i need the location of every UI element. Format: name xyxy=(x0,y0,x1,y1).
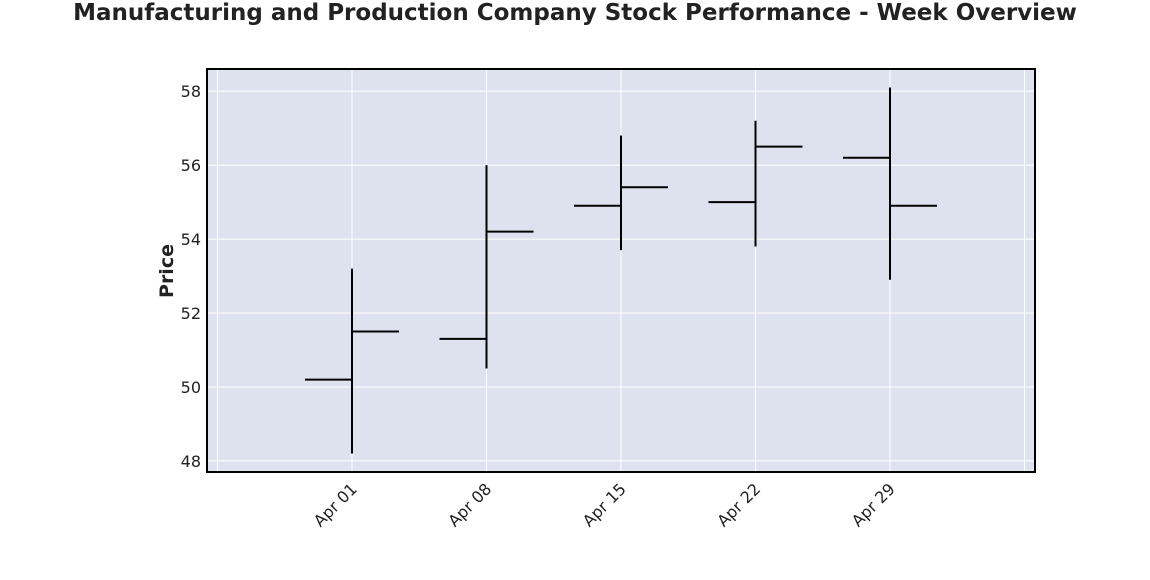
ohlc-bar xyxy=(843,87,937,280)
grid-lines xyxy=(207,69,1035,472)
ohlc-bar xyxy=(439,165,534,369)
ohlc-bar xyxy=(708,120,803,247)
x-tick-label: Apr 22 xyxy=(713,479,764,530)
chart-title: Manufacturing and Production Company Sto… xyxy=(73,0,1077,26)
ohlc-bar xyxy=(574,135,668,251)
x-axis-ticks: Apr 01 Apr 08 Apr 15 Apr 22 Apr 29 xyxy=(310,479,899,530)
y-tick-label: 48 xyxy=(181,452,201,471)
x-tick-label: Apr 29 xyxy=(848,479,899,530)
y-axis-label: Price xyxy=(156,244,178,298)
y-axis-ticks: 48 50 52 54 56 58 xyxy=(181,82,201,471)
ohlc-bars xyxy=(305,87,937,454)
x-tick-label: Apr 08 xyxy=(444,479,495,530)
y-tick-label: 56 xyxy=(181,156,201,175)
y-tick-label: 52 xyxy=(181,304,201,323)
x-tick-label: Apr 15 xyxy=(579,479,630,530)
y-tick-label: 58 xyxy=(181,82,201,101)
x-tick-label: Apr 01 xyxy=(310,479,361,530)
ohlc-bar xyxy=(305,268,399,454)
y-tick-label: 50 xyxy=(181,378,201,397)
y-tick-label: 54 xyxy=(181,230,201,249)
plot-frame xyxy=(206,68,1036,473)
